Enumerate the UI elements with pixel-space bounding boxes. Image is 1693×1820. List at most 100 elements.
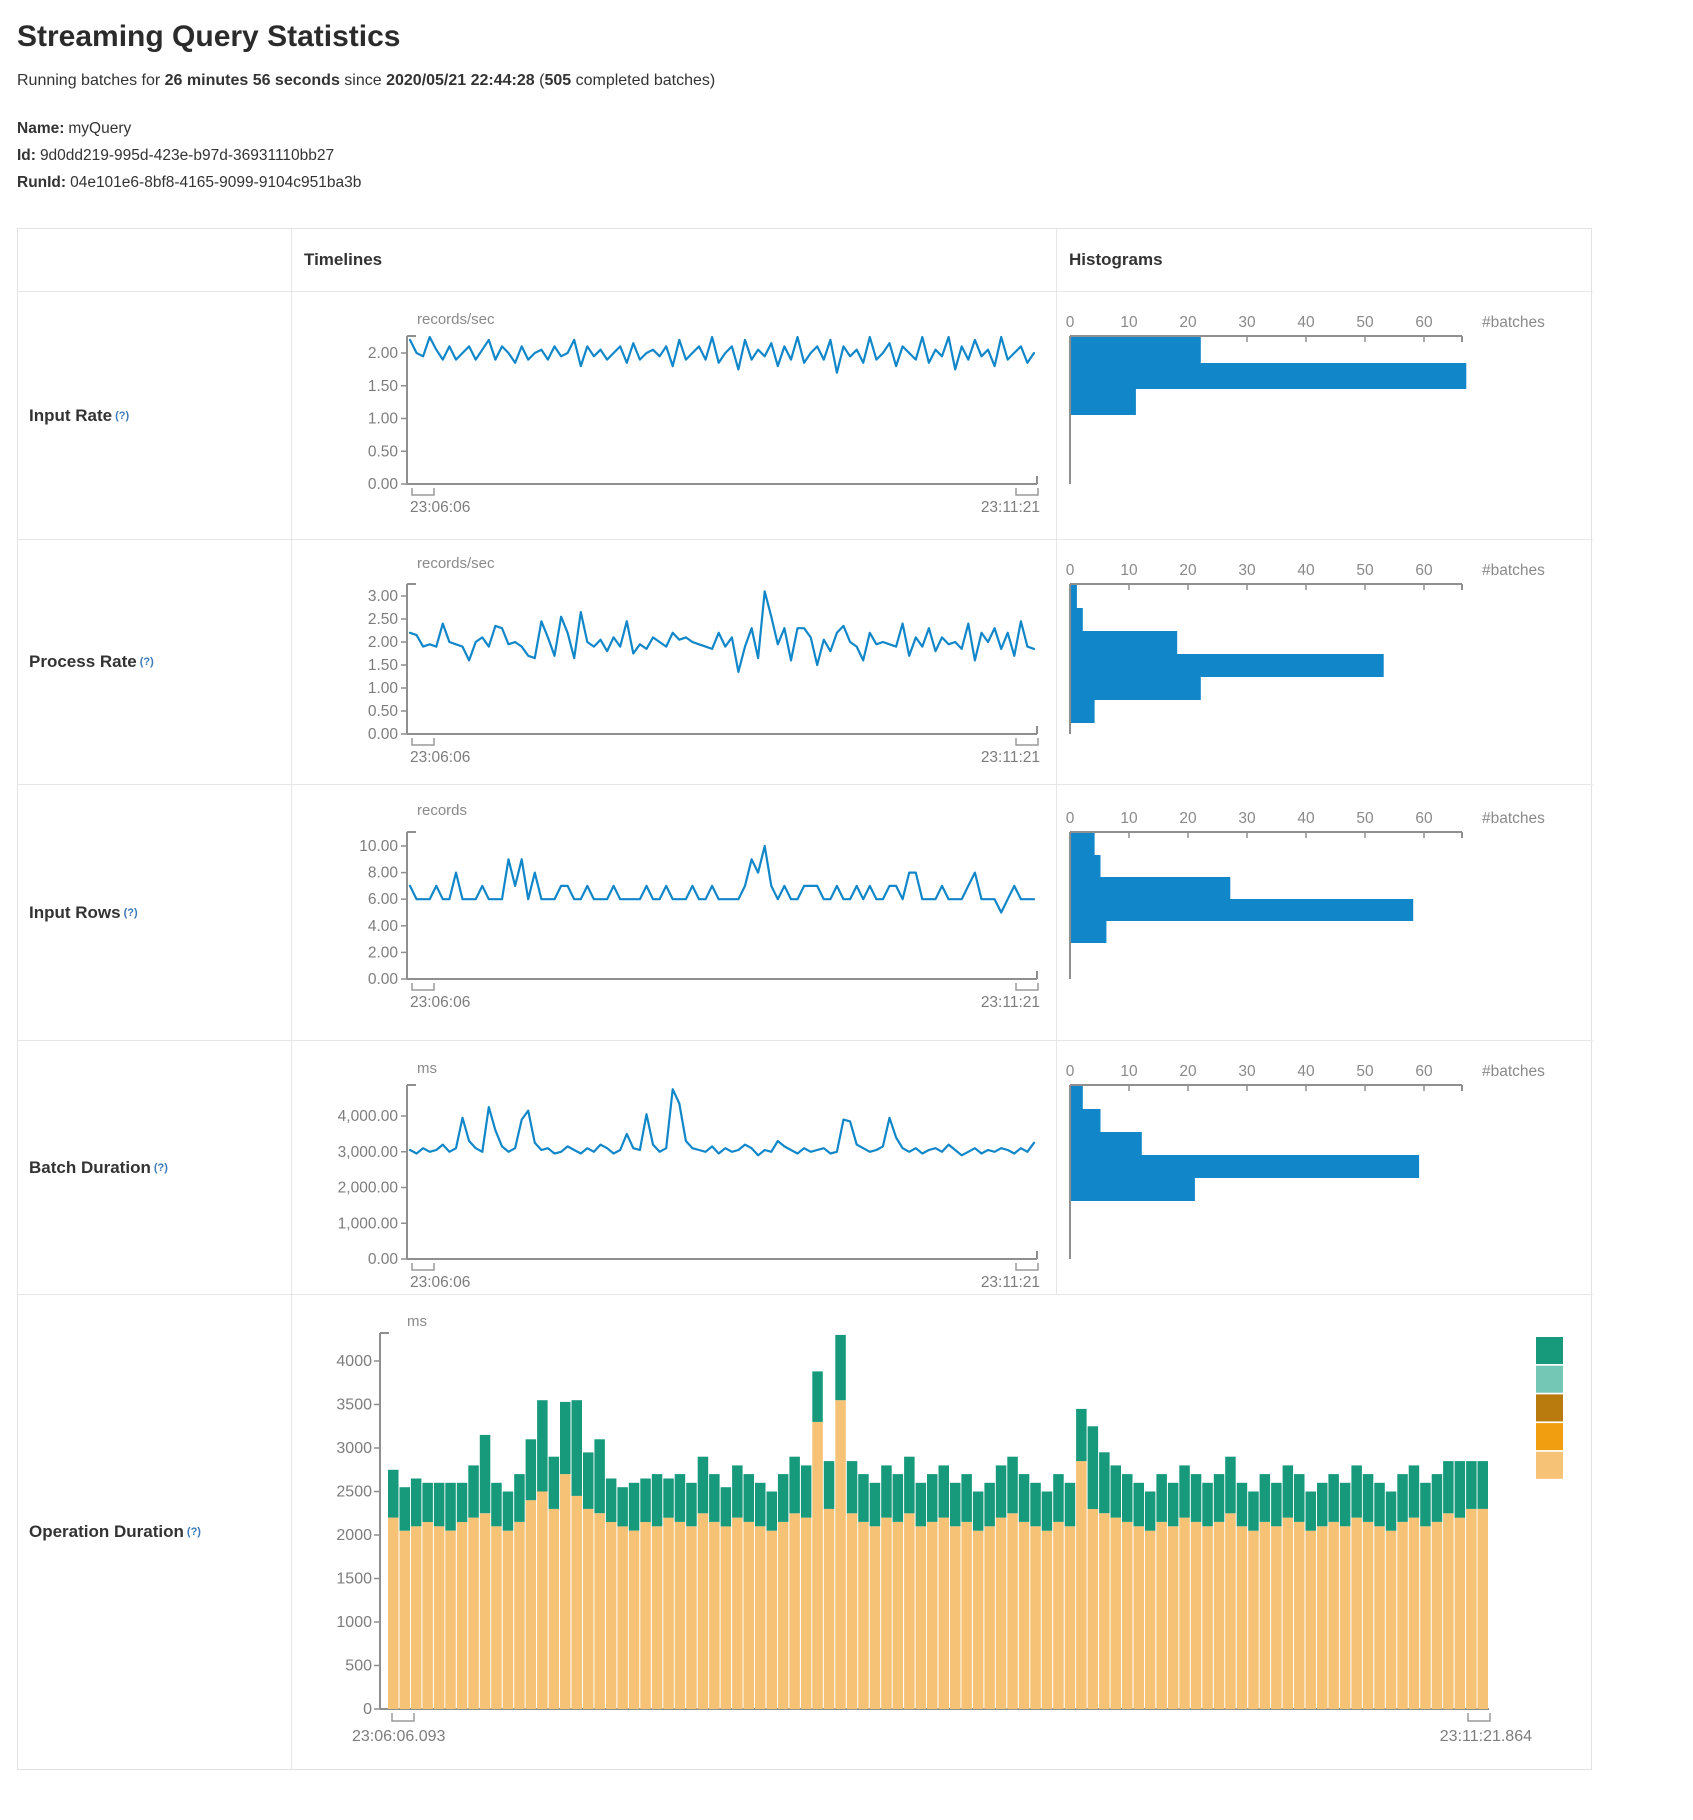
batch-duration-help-icon[interactable]: (?) (153, 1161, 168, 1174)
query-runid-value: 04e101e6-8bf8-4165-9099-9104c951ba3b (70, 174, 362, 191)
svg-text:10.00: 10.00 (359, 838, 398, 855)
svg-text:2500: 2500 (336, 1484, 372, 1501)
svg-text:40: 40 (1297, 562, 1315, 579)
svg-text:1,000.00: 1,000.00 (338, 1215, 399, 1232)
timelines-header-label: Timelines (304, 250, 383, 269)
svg-text:records/sec: records/sec (417, 555, 495, 572)
svg-text:0: 0 (363, 1701, 372, 1718)
svg-text:0.50: 0.50 (368, 443, 399, 460)
input-rows-timeline-cell: records 10.00 8.00 6.00 4.00 2.00 0.00 23:06:06… (291, 785, 1056, 1041)
svg-text:40: 40 (1297, 314, 1315, 331)
svg-text:500: 500 (345, 1658, 372, 1675)
summary-paren: ( (534, 72, 545, 89)
query-runid-label: RunId: (17, 174, 67, 191)
svg-text:50: 50 (1356, 314, 1374, 331)
query-name-label: Name: (17, 120, 65, 137)
row-label-input-rows: Input Rows (?) (18, 785, 291, 1041)
svg-text:1.00: 1.00 (368, 680, 399, 697)
streaming-query-statistics-page: Streaming Query Statistics Running batch… (17, 20, 1693, 1770)
operation-duration-help-icon[interactable]: (?) (186, 1526, 201, 1538)
svg-text:23:11:21: 23:11:21 (981, 749, 1040, 766)
running-duration: 26 minutes 56 seconds (164, 72, 340, 89)
input-rate-help-icon[interactable]: (?) (115, 409, 130, 422)
svg-text:60: 60 (1415, 562, 1433, 579)
svg-text:ms: ms (407, 1313, 427, 1330)
process-rate-help-icon[interactable]: (?) (139, 656, 154, 668)
batch-duration-histogram-cell: 0 10 20 30 40 50 60 #batches (1056, 1041, 1593, 1295)
svg-text:2.00: 2.00 (368, 345, 399, 362)
batch-duration-timeline-cell: ms 4,000.00 3,000.00 2,000.00 1,000.00 0.00 23… (291, 1041, 1056, 1295)
start-timestamp: 2020/05/21 22:44:28 (386, 72, 535, 89)
svg-text:40: 40 (1297, 1063, 1315, 1080)
svg-text:records/sec: records/sec (417, 311, 495, 328)
batch-duration-label: Batch Duration (29, 1157, 151, 1177)
query-name-value: myQuery (68, 120, 132, 137)
svg-text:2.00: 2.00 (368, 944, 399, 961)
input-rate-timeline-chart: records/sec 2.00 1.50 1.00 0.50 0.00 23:06:06 2… (368, 311, 1040, 516)
svg-text:10: 10 (1120, 562, 1138, 579)
svg-text:1.00: 1.00 (368, 411, 399, 428)
svg-text:3500: 3500 (336, 1397, 372, 1414)
svg-text:0.00: 0.00 (368, 1251, 399, 1268)
svg-text:0.00: 0.00 (368, 726, 399, 743)
svg-text:1.50: 1.50 (368, 378, 399, 395)
svg-text:60: 60 (1415, 810, 1433, 827)
corner-header-cell (18, 229, 291, 292)
input-rows-histogram-chart: 0 10 20 30 40 50 60 #batches (1066, 810, 1545, 979)
svg-text:10: 10 (1120, 314, 1138, 331)
timelines-column-header: Timelines (291, 229, 1056, 292)
svg-text:20: 20 (1179, 810, 1197, 827)
svg-text:20: 20 (1179, 314, 1197, 331)
svg-text:0: 0 (1066, 314, 1075, 331)
process-rate-timeline-chart: records/sec 3.00 2.50 2.00 1.50 1.00 0.50 0.00 2… (368, 555, 1040, 766)
svg-text:1.50: 1.50 (368, 657, 399, 674)
histograms-header-label: Histograms (1069, 250, 1163, 269)
input-rate-label: Input Rate (29, 405, 113, 425)
legend-swatch (1536, 1394, 1563, 1422)
svg-text:23:06:06: 23:06:06 (410, 994, 470, 1011)
row-label-process-rate: Process Rate (?) (18, 540, 291, 785)
svg-text:23:11:21.864: 23:11:21.864 (1440, 1728, 1532, 1745)
legend-swatch (1536, 1337, 1563, 1364)
query-id-value: 9d0dd219-995d-423e-b97d-36931110bb27 (39, 147, 335, 164)
svg-text:#batches: #batches (1482, 810, 1545, 827)
svg-text:2.00: 2.00 (368, 634, 399, 651)
input-rate-histogram-chart: 0 10 20 30 40 50 60 #batches (1066, 314, 1545, 484)
svg-text:60: 60 (1415, 314, 1433, 331)
svg-text:23:11:21: 23:11:21 (981, 1274, 1040, 1291)
svg-text:50: 50 (1356, 1063, 1374, 1080)
svg-text:0: 0 (1066, 562, 1075, 579)
summary-suffix: completed batches) (571, 72, 716, 89)
page-title: Streaming Query Statistics (17, 20, 401, 53)
query-name-line: Name: myQuery (17, 120, 1693, 138)
svg-text:records: records (417, 802, 467, 819)
query-runid-line: RunId: 04e101e6-8bf8-4165-9099-9104c951ba… (17, 174, 1693, 192)
svg-text:30: 30 (1238, 314, 1256, 331)
operation-duration-label: Operation Duration (29, 1522, 184, 1541)
input-rows-help-icon[interactable]: (?) (123, 906, 138, 919)
svg-text:23:06:06: 23:06:06 (410, 499, 470, 516)
svg-text:#batches: #batches (1482, 1063, 1545, 1080)
input-rows-label: Input Rows (29, 902, 121, 922)
query-id-label: Id: (17, 147, 36, 164)
completed-batches-count: 505 (544, 72, 572, 89)
svg-text:ms: ms (417, 1060, 437, 1077)
svg-text:30: 30 (1238, 810, 1256, 827)
svg-text:10: 10 (1120, 1063, 1138, 1080)
svg-text:#batches: #batches (1482, 562, 1545, 579)
svg-text:1000: 1000 (336, 1614, 372, 1631)
input-rows-histogram-cell: 0 10 20 30 40 50 60 #batches (1056, 785, 1593, 1041)
batch-duration-histogram-chart: 0 10 20 30 40 50 60 #batches (1066, 1063, 1545, 1259)
svg-text:50: 50 (1356, 562, 1374, 579)
running-batches-summary: Running batches for 26 minutes 56 second… (17, 72, 1693, 90)
svg-text:30: 30 (1238, 562, 1256, 579)
row-label-batch-duration: Batch Duration (?) (18, 1041, 291, 1295)
svg-text:20: 20 (1179, 1063, 1197, 1080)
svg-text:40: 40 (1297, 810, 1315, 827)
svg-text:4000: 4000 (336, 1353, 372, 1370)
operation-duration-chart: ms 4000 3500 3000 2500 2000 1500 1000 500 0 23:06:… (336, 1313, 1563, 1745)
query-id-line: Id: 9d0dd219-995d-423e-b97d-36931110bb27 (17, 147, 1693, 165)
svg-text:#batches: #batches (1482, 314, 1545, 331)
svg-text:2,000.00: 2,000.00 (338, 1180, 399, 1197)
svg-text:0.00: 0.00 (368, 971, 399, 988)
